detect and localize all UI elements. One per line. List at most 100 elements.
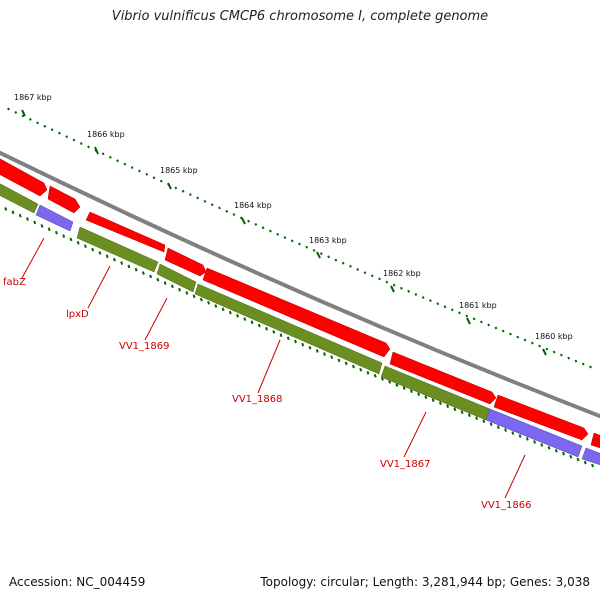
cds-feature — [493, 394, 589, 441]
topology-text: Topology: circular; Length: 3,281,944 bp… — [260, 575, 590, 589]
minor-tick — [76, 241, 80, 245]
cds-feature — [164, 247, 207, 277]
minor-tick — [178, 287, 182, 292]
tick-1867 — [21, 109, 26, 117]
minor-tick — [236, 314, 239, 318]
minor-tick — [79, 142, 83, 145]
minor-tick — [283, 236, 287, 239]
minor-tick — [525, 437, 529, 441]
cds-feature — [0, 158, 48, 197]
tick-label-1860: 1860 kbp — [535, 332, 573, 341]
minor-tick — [203, 199, 207, 203]
minor-tick — [123, 162, 127, 166]
minor-tick — [370, 274, 374, 278]
minor-tick — [138, 169, 141, 173]
minor-tick — [533, 440, 536, 444]
minor-tick — [417, 392, 421, 396]
minor-tick — [373, 374, 377, 378]
minor-tick — [91, 247, 95, 252]
leader-VV1_1869 — [144, 297, 168, 341]
leader-VV1_1866 — [504, 454, 526, 499]
misc-feature — [485, 408, 583, 458]
minor-tick — [7, 107, 10, 111]
minor-tick — [378, 277, 381, 281]
cds-feature — [47, 185, 81, 214]
minor-tick — [269, 229, 272, 233]
minor-tick — [55, 230, 58, 235]
minor-tick — [385, 280, 389, 284]
minor-tick — [33, 220, 37, 225]
minor-tick — [272, 330, 276, 334]
minor-tick — [552, 350, 556, 354]
cds-feature — [590, 432, 600, 449]
minor-tick — [482, 419, 486, 424]
gene-label-VV1_1868: VV1_1868 — [232, 394, 283, 405]
minor-tick — [254, 223, 258, 226]
minor-tick — [429, 299, 432, 303]
minor-tick — [185, 291, 189, 295]
leader-lpxD — [87, 265, 111, 309]
minor-tick — [363, 271, 367, 275]
misc-feature — [35, 204, 74, 232]
minor-tick — [547, 446, 551, 450]
tick-label-1867: 1867 kbp — [14, 93, 52, 102]
minor-tick — [443, 305, 447, 309]
leader-VV1_1868 — [257, 339, 281, 394]
minor-tick — [47, 227, 51, 232]
minor-tick — [458, 311, 461, 315]
minor-tick — [349, 264, 352, 268]
gene-label-VV1_1867: VV1_1867 — [380, 459, 431, 470]
minor-tick — [294, 339, 297, 344]
cds-feature — [85, 211, 166, 253]
minor-tick — [221, 307, 225, 312]
minor-tick — [402, 386, 406, 390]
minor-tick — [409, 389, 413, 393]
minor-tick — [308, 346, 312, 350]
minor-tick — [467, 413, 471, 418]
tick-1860 — [542, 348, 547, 356]
tick-1863 — [316, 251, 321, 259]
minor-tick — [21, 114, 25, 118]
minor-tick — [43, 124, 47, 128]
tick-label-1861: 1861 kbp — [459, 301, 497, 310]
minor-tick — [538, 344, 541, 348]
minor-tick — [319, 252, 323, 256]
minor-tick — [214, 304, 218, 308]
minor-tick — [50, 128, 54, 132]
minor-tick — [501, 329, 505, 333]
minor-tick — [509, 332, 512, 336]
misc-feature — [581, 447, 600, 466]
tick-label-1863: 1863 kbp — [309, 236, 347, 245]
minor-tick — [450, 308, 454, 312]
leader-VV1_1867 — [403, 411, 427, 458]
minor-tick — [554, 448, 558, 453]
minor-tick — [438, 401, 442, 406]
minor-tick — [380, 377, 384, 381]
minor-tick — [574, 359, 578, 363]
minor-tick — [72, 138, 76, 142]
minor-tick — [87, 145, 90, 149]
minor-tick — [261, 226, 265, 230]
minor-tick — [141, 271, 145, 275]
minor-tick — [421, 296, 425, 299]
minor-tick — [494, 326, 498, 330]
minor-tick — [540, 443, 544, 447]
minor-tick — [26, 217, 29, 221]
minor-tick — [69, 237, 73, 242]
gene-label-VV1_1869: VV1_1869 — [119, 341, 170, 352]
minor-tick — [395, 383, 399, 387]
gene-label-fabZ: fabZ — [3, 277, 26, 288]
minor-tick — [28, 117, 32, 121]
minor-tick — [250, 320, 254, 325]
minor-tick — [407, 289, 411, 293]
gene-label-lpxD: lpxD — [66, 309, 89, 320]
minor-tick — [330, 355, 334, 360]
minor-tick — [210, 203, 214, 207]
minor-tick — [392, 283, 396, 287]
map-title: Vibrio vulnificus CMCP6 chromosome I, co… — [111, 9, 489, 24]
minor-tick-marks — [4, 107, 594, 468]
minor-tick — [366, 370, 370, 375]
minor-tick — [11, 210, 15, 215]
minor-tick — [312, 248, 316, 252]
minor-tick — [279, 333, 283, 337]
